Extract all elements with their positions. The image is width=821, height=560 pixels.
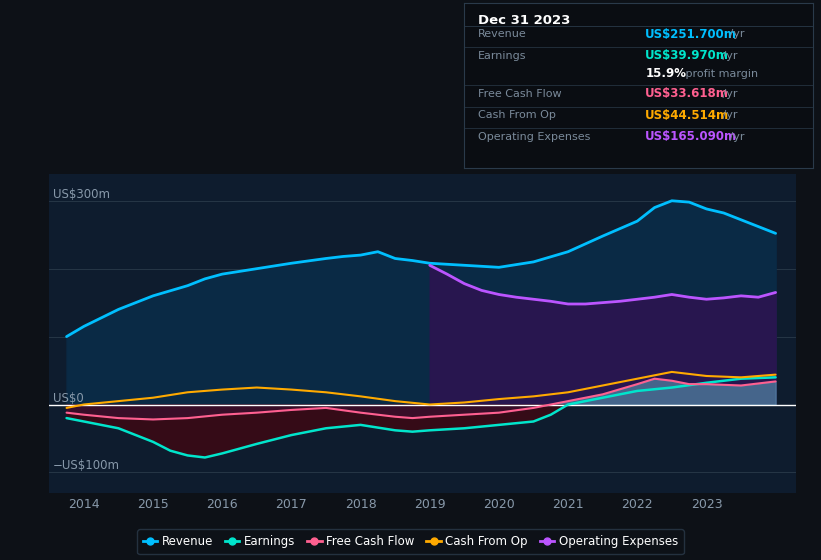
Text: Earnings: Earnings	[478, 50, 526, 60]
Text: Cash From Op: Cash From Op	[478, 110, 556, 120]
Text: Dec 31 2023: Dec 31 2023	[478, 15, 571, 27]
Text: Revenue: Revenue	[478, 29, 526, 39]
Text: /yr: /yr	[718, 110, 737, 120]
Text: US$44.514m: US$44.514m	[645, 109, 729, 122]
Text: Operating Expenses: Operating Expenses	[478, 132, 590, 142]
Text: US$39.970m: US$39.970m	[645, 49, 729, 62]
Text: Free Cash Flow: Free Cash Flow	[478, 88, 562, 99]
Text: US$165.090m: US$165.090m	[645, 130, 737, 143]
Text: /yr: /yr	[726, 29, 745, 39]
Text: US$300m: US$300m	[53, 188, 110, 201]
Text: −US$100m: −US$100m	[53, 459, 120, 473]
Text: profit margin: profit margin	[682, 69, 758, 79]
Text: 15.9%: 15.9%	[645, 67, 686, 80]
Text: /yr: /yr	[718, 88, 737, 99]
Text: US$33.618m: US$33.618m	[645, 87, 729, 100]
Legend: Revenue, Earnings, Free Cash Flow, Cash From Op, Operating Expenses: Revenue, Earnings, Free Cash Flow, Cash …	[137, 529, 684, 554]
Text: /yr: /yr	[718, 50, 737, 60]
Text: US$0: US$0	[53, 391, 84, 404]
Text: US$251.700m: US$251.700m	[645, 27, 737, 41]
Text: /yr: /yr	[726, 132, 745, 142]
